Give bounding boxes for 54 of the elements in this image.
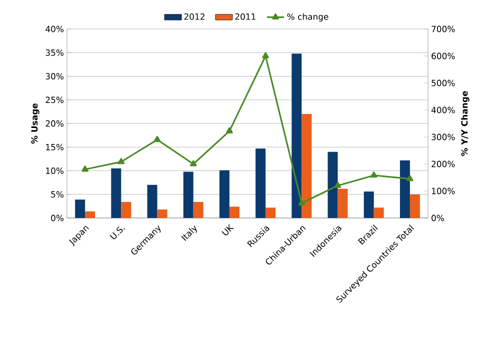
bar — [302, 114, 312, 218]
point — [154, 136, 161, 142]
point — [298, 199, 306, 206]
bar — [338, 188, 348, 218]
y2-tick-label: 200% — [432, 160, 455, 168]
bar — [219, 170, 230, 218]
bar — [292, 54, 302, 218]
bar — [374, 208, 384, 218]
bar — [229, 206, 240, 218]
y-tick-label: 15% — [46, 144, 64, 150]
y2-tick-label: 600% — [432, 52, 455, 60]
y-tick-label: 10% — [46, 168, 64, 174]
y-tick-label: 40% — [46, 26, 64, 32]
point — [334, 182, 342, 188]
bar — [147, 184, 158, 218]
bar — [111, 168, 122, 218]
legend-label: % change — [287, 13, 328, 22]
bar — [121, 202, 132, 218]
y-tick-label: 0% — [51, 214, 64, 222]
point — [118, 158, 125, 164]
bar — [183, 172, 194, 218]
y2-axis-title: % Y/Y Change — [461, 91, 470, 156]
y-tick-label: 30% — [46, 73, 64, 80]
y2-tick-label: 0% — [432, 214, 444, 222]
legend-label: 2012 — [184, 13, 204, 20]
bar — [328, 152, 338, 218]
point — [406, 175, 414, 182]
bar — [75, 200, 86, 218]
bar — [157, 209, 168, 218]
point — [82, 166, 88, 172]
y-axis-title: % Usage — [31, 103, 40, 144]
bar — [256, 148, 266, 218]
y2-tick-label: 100% — [432, 188, 455, 194]
y-tick-label: 35% — [46, 49, 64, 56]
y2-tick-label: 400% — [431, 106, 455, 114]
y-tick-label: 5% — [51, 191, 64, 198]
legend-label: 2011 — [235, 13, 256, 20]
point — [370, 172, 378, 178]
bar — [85, 211, 96, 218]
bar — [400, 160, 410, 218]
bar — [193, 202, 204, 218]
y2-tick-label: 500% — [432, 80, 455, 86]
y-tick-label: 20% — [46, 120, 64, 127]
bar — [364, 192, 374, 218]
y-tick-label: 25% — [46, 96, 64, 104]
point — [226, 127, 233, 134]
point — [262, 52, 269, 58]
x-tick-label: UK — [222, 224, 234, 236]
point — [190, 160, 197, 166]
bar — [266, 208, 276, 218]
y2-tick-label: 300% — [432, 134, 455, 140]
x-tick-label: U.S. — [110, 226, 125, 240]
bar — [410, 194, 420, 218]
y2-tick-label: 700% — [432, 26, 455, 32]
